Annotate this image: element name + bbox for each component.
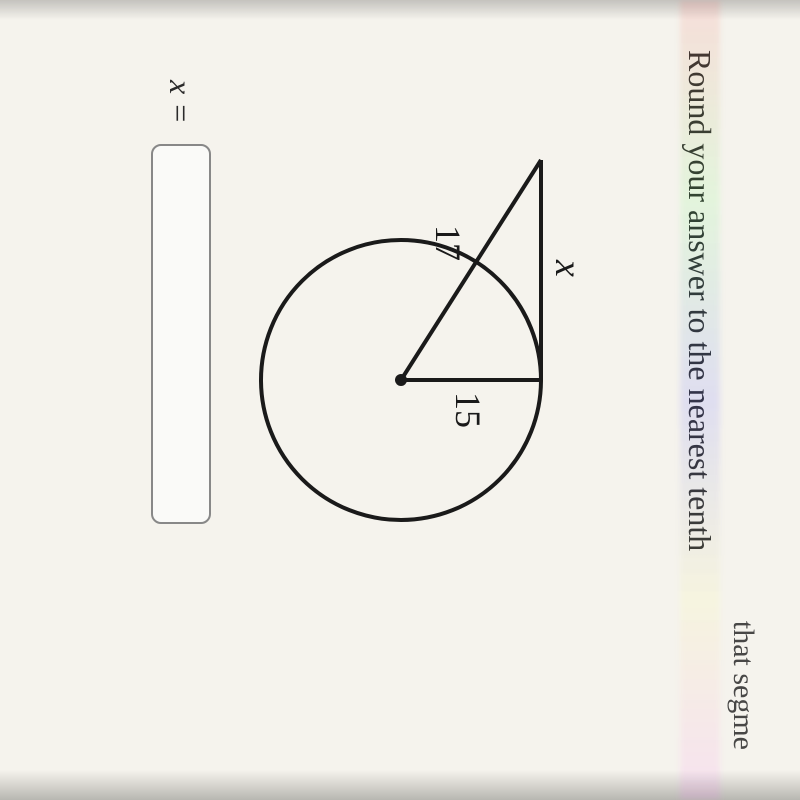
geometry-diagram: x 17 15 bbox=[251, 130, 651, 630]
answer-input-box[interactable] bbox=[151, 144, 211, 524]
center-dot bbox=[395, 374, 407, 386]
instruction-text: Round your answer to the nearest tenth bbox=[681, 50, 718, 750]
answer-label: x = bbox=[163, 80, 200, 124]
label-fifteen: 15 bbox=[448, 392, 488, 428]
secant-line bbox=[401, 160, 541, 380]
partial-text-top: that segme bbox=[726, 50, 760, 750]
label-x: x bbox=[547, 259, 589, 277]
label-seventeen: 17 bbox=[428, 225, 468, 261]
